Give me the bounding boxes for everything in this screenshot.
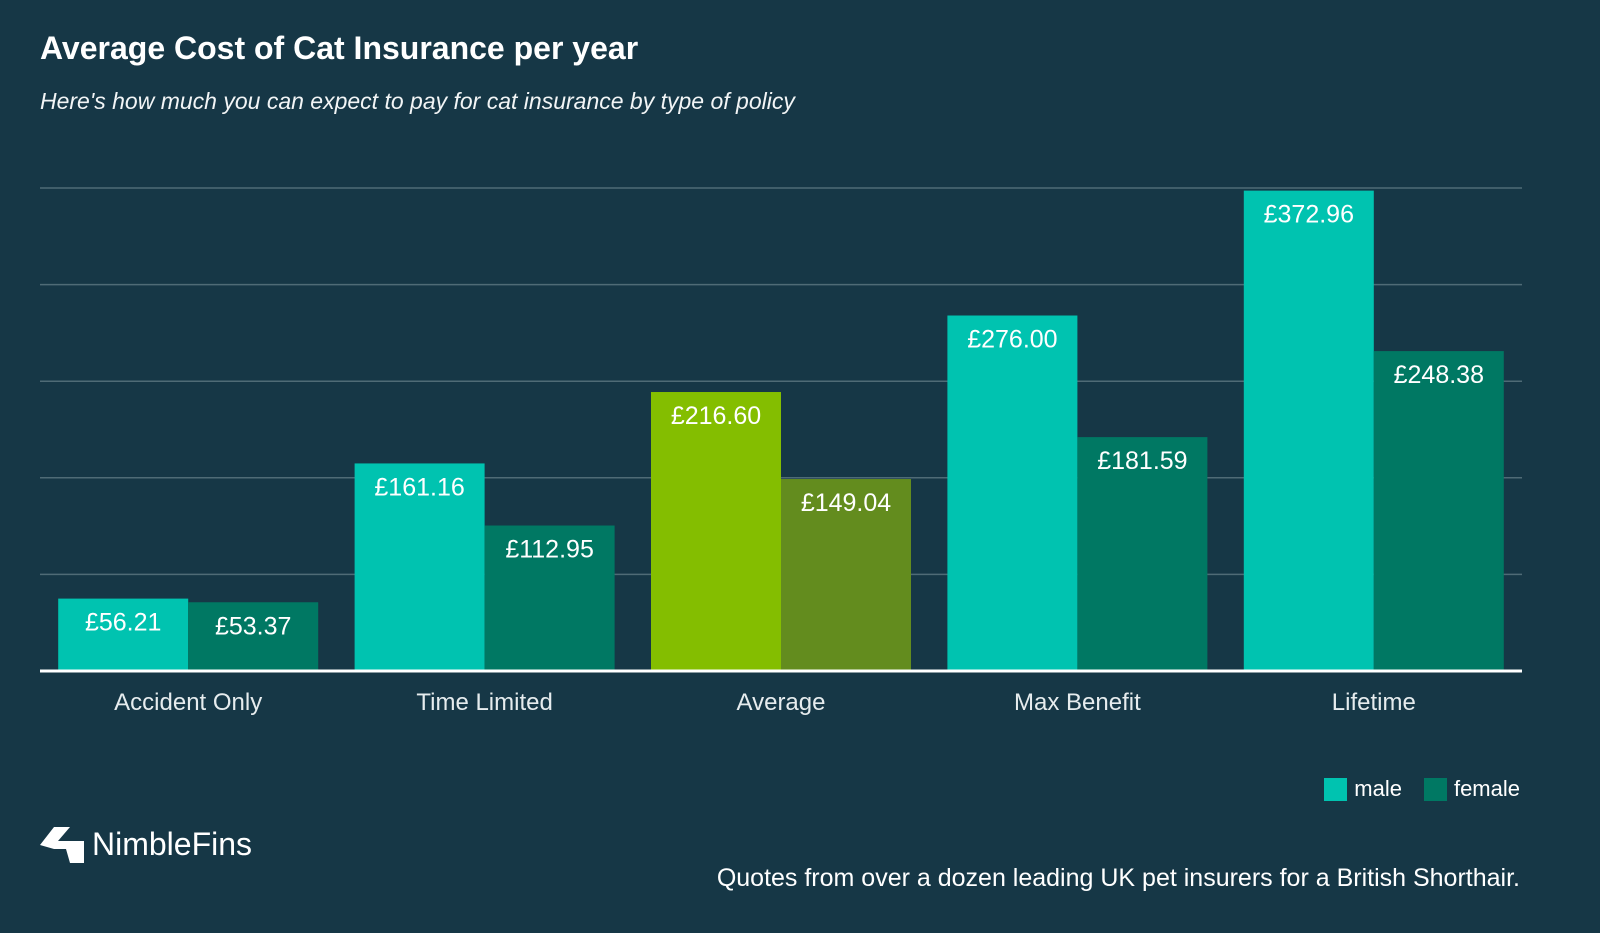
bar-value-label: £276.00 [967,326,1057,354]
category-labels: Accident Only Time Limited Average Max Bene… [114,689,1416,716]
bars [58,190,1504,672]
category-label: Accident Only [114,689,262,716]
legend-item-male: male [1324,776,1402,802]
category-label: Time Limited [416,689,552,716]
bar-value-label: £181.59 [1097,447,1187,475]
bar-male-time-limited [354,463,485,671]
chart-subtitle: Here's how much you can expect to pay fo… [40,88,795,114]
brand-name: NimbleFins [92,826,253,862]
bar-male-lifetime [1243,190,1374,672]
bar-female-accident-only [188,602,319,671]
legend-item-female: female [1423,776,1520,802]
category-label: Lifetime [1332,689,1416,716]
category-label: Max Benefit [1014,689,1141,716]
bar-value-label: £112.95 [505,536,594,564]
bar-female-lifetime [1373,351,1504,671]
footnote: Quotes from over a dozen leading UK pet … [716,864,1520,892]
bar-value-label: £56.21 [85,609,161,637]
bar-value-label: £216.60 [671,402,761,430]
legend-swatch-female [1423,777,1447,801]
bar-value-label: £248.38 [1394,361,1484,389]
legend-label-male: male [1354,776,1402,801]
legend-swatch-male [1324,777,1348,801]
bar-value-label: £372.96 [1264,201,1354,229]
legend-label-female: female [1453,776,1520,801]
bar-male-accident-only [58,598,189,671]
brand-logo: NimbleFins [40,826,252,863]
nimblefins-logo-icon [40,826,84,863]
bar-female-average [781,479,911,671]
category-label: Average [737,689,826,716]
bar-female-max-benefit [1077,437,1208,671]
bar-value-label: £161.16 [374,473,464,501]
bar-value-label: £53.37 [215,612,291,640]
chart-title: Average Cost of Cat Insurance per year [40,30,639,66]
bar-female-time-limited [484,525,615,671]
bar-value-label: £149.04 [801,489,891,517]
bar-male-average [651,392,781,671]
bar-male-max-benefit [947,315,1078,671]
legend: male female [1302,776,1520,802]
bar-value-labels: £56.21 £53.37 £161.16 £112.95 £216.60 £149.04… [85,201,1484,641]
